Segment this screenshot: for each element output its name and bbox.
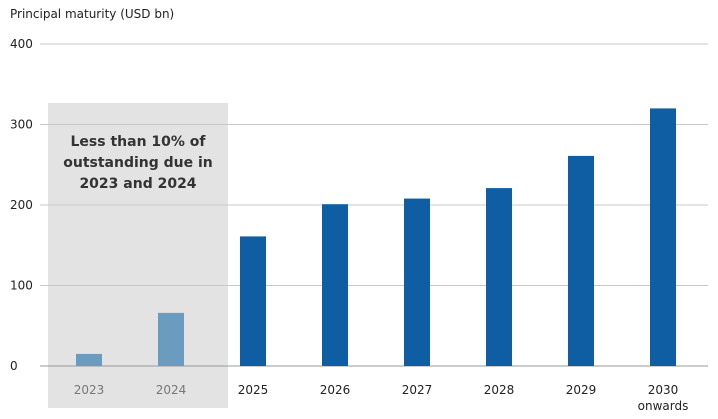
x-tick-label: 2025 (238, 383, 269, 397)
bar-2023 (76, 353, 102, 366)
x-tick-label: 2024 (156, 383, 187, 397)
bar-2029 (568, 155, 594, 366)
x-tick-label: 2023 (74, 383, 105, 397)
bar-2028 (486, 188, 512, 366)
x-tick-label: 2026 (320, 383, 351, 397)
y-tick-label: 300 (10, 118, 33, 132)
x-tick-label: 2029 (566, 383, 597, 397)
bar-2024 (158, 312, 184, 366)
y-axis-label: Principal maturity (USD bn) (10, 7, 174, 21)
bar-2027 (404, 198, 430, 366)
y-tick-label: 100 (10, 279, 33, 293)
y-tick-label: 200 (10, 198, 33, 212)
bar-2025 (240, 236, 266, 366)
y-tick-labels: 0 100 200 300 400 (10, 37, 33, 373)
bar-2026 (322, 204, 348, 366)
bar-2030 (650, 108, 676, 367)
gridlines (40, 43, 708, 367)
x-tick-label: 2028 (484, 383, 515, 397)
highlight-annotation: Less than 10% of outstanding due in 2023 a… (63, 134, 213, 192)
x-tick-label: 2030 onwards (638, 383, 689, 413)
x-tick-label: 2027 (402, 383, 433, 397)
y-tick-label: 0 (10, 359, 18, 373)
y-tick-label: 400 (10, 37, 33, 51)
x-tick-labels: 2023 2024 2025 2026 2027 2028 2029 2030 onwards (74, 383, 689, 413)
bars (76, 108, 676, 367)
